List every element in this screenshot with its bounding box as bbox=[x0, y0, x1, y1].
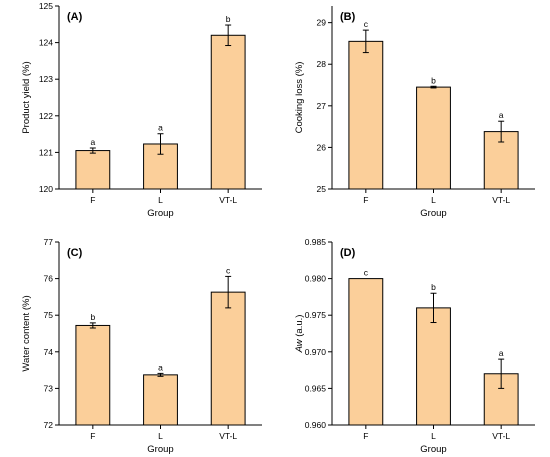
y-tick-label: 26 bbox=[317, 142, 327, 152]
bar-f bbox=[75, 150, 111, 190]
y-tick-label: 123 bbox=[39, 74, 53, 84]
x-axis-title: Group bbox=[420, 208, 446, 219]
bar-vt-l bbox=[210, 34, 246, 190]
y-tick-label: 125 bbox=[39, 1, 53, 11]
x-tick-label: L bbox=[431, 195, 436, 205]
bar-vt-l bbox=[210, 291, 246, 426]
bar-f bbox=[348, 278, 384, 426]
chart-panel-3: 72 73 74 75 76 77 b Fa Lc VT-L Group Water content … bbox=[21, 237, 262, 455]
y-axis-title: Product yield (%) bbox=[21, 61, 32, 133]
y-tick-label: 0.960 bbox=[305, 420, 327, 430]
significance-letter: b bbox=[226, 14, 231, 24]
bar-l bbox=[416, 307, 451, 426]
y-tick-label: 73 bbox=[44, 383, 54, 393]
y-tick-label: 0.980 bbox=[305, 274, 327, 284]
y-tick-label: 29 bbox=[317, 18, 327, 28]
x-axis-title: Group bbox=[147, 208, 173, 219]
y-tick-label: 122 bbox=[39, 111, 53, 121]
x-tick-label: VT-L bbox=[492, 195, 510, 205]
significance-letter: b bbox=[90, 312, 95, 322]
y-tick-label: 120 bbox=[39, 184, 53, 194]
significance-letter: c bbox=[364, 268, 369, 278]
x-tick-label: VT-L bbox=[492, 431, 510, 441]
x-tick-label: VT-L bbox=[219, 431, 237, 441]
y-axis-title: Cooking loss (%) bbox=[294, 62, 305, 134]
x-axis-title: Group bbox=[147, 444, 173, 455]
x-tick-label: L bbox=[431, 431, 436, 441]
x-tick-label: L bbox=[158, 195, 163, 205]
chart-panel-4: 0.960 0.965 0.970 0.975 0.980 0.985 c Fb La VT-L G… bbox=[294, 237, 535, 455]
y-tick-label: 25 bbox=[317, 184, 327, 194]
bar-f bbox=[348, 40, 384, 190]
y-tick-label: 74 bbox=[44, 347, 54, 357]
chart-panel-1: 120 121 122 123 124 125 a Fa Lb VT-L Group Product … bbox=[21, 1, 262, 219]
y-tick-label: 75 bbox=[44, 310, 54, 320]
significance-letter: c bbox=[364, 19, 369, 29]
significance-letter: a bbox=[499, 348, 504, 358]
panel-label: (B) bbox=[340, 11, 356, 23]
y-tick-label: 0.970 bbox=[305, 347, 327, 357]
y-tick-label: 0.975 bbox=[305, 310, 327, 320]
panel-label: (D) bbox=[340, 247, 356, 259]
y-tick-label: 0.985 bbox=[305, 237, 327, 247]
significance-letter: a bbox=[158, 362, 163, 372]
bar-l bbox=[416, 86, 451, 190]
significance-letter: b bbox=[431, 282, 436, 292]
significance-letter: b bbox=[431, 75, 436, 85]
panel-label: (A) bbox=[67, 11, 83, 23]
y-axis-title-unit: (a.u.) bbox=[294, 315, 305, 340]
x-tick-label: F bbox=[90, 431, 95, 441]
significance-letter: a bbox=[499, 110, 504, 120]
x-tick-label: F bbox=[90, 195, 95, 205]
x-tick-label: F bbox=[363, 195, 368, 205]
bar-l bbox=[143, 374, 178, 426]
y-tick-label: 121 bbox=[39, 147, 53, 157]
x-tick-label: VT-L bbox=[219, 195, 237, 205]
bar-f bbox=[75, 324, 111, 426]
y-tick-label: 27 bbox=[317, 101, 327, 111]
x-tick-label: F bbox=[363, 431, 368, 441]
x-tick-label: L bbox=[158, 431, 163, 441]
y-tick-label: 0.965 bbox=[305, 383, 327, 393]
significance-letter: a bbox=[90, 137, 95, 147]
y-axis-title: Water content (%) bbox=[21, 295, 32, 371]
panel-label: (C) bbox=[67, 247, 83, 259]
x-axis-title: Group bbox=[420, 444, 446, 455]
y-axis-title: Aw (a.u.) bbox=[294, 315, 305, 354]
y-axis-title-symbol: Aw bbox=[294, 338, 305, 353]
y-tick-label: 76 bbox=[44, 274, 54, 284]
chart-panel-2: 25 26 27 28 29 c Fb La VT-L Group Cooking loss (%)… bbox=[294, 6, 535, 219]
y-tick-label: 124 bbox=[39, 38, 53, 48]
significance-letter: c bbox=[226, 265, 231, 275]
y-tick-label: 77 bbox=[44, 237, 54, 247]
y-tick-label: 28 bbox=[317, 59, 327, 69]
significance-letter: a bbox=[158, 123, 163, 133]
y-tick-label: 72 bbox=[44, 420, 54, 430]
